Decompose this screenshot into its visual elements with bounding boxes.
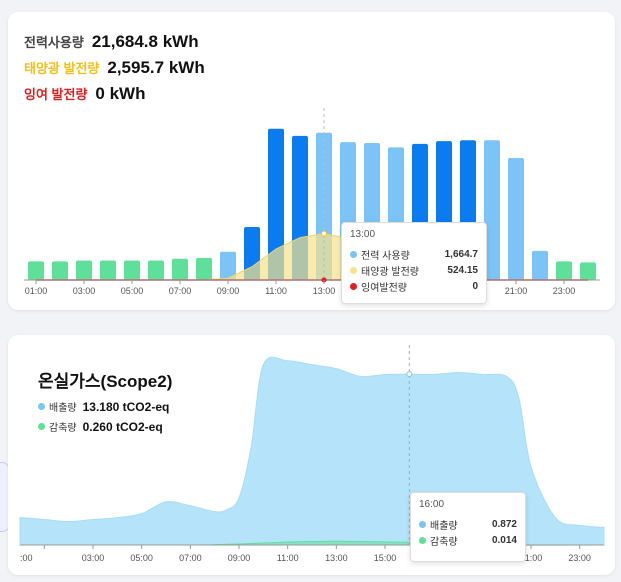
tooltip-row-reduction: 감축량 0.014	[419, 532, 517, 548]
reduction-label: 감축량	[49, 423, 77, 434]
reduction-dot	[38, 423, 45, 430]
usage-bar	[484, 140, 500, 280]
tooltip-row-label: 배출량	[430, 520, 458, 532]
power-usage-label: 전력사용량	[24, 35, 84, 50]
usage-bar	[220, 251, 236, 280]
surplus-generation-label: 잉여 발전량	[24, 87, 88, 102]
solar-generation-stat: 태양광 발전량 2,595.7 kWh	[24, 58, 205, 78]
solar-dot	[350, 266, 357, 274]
emission-label: 배출량	[49, 403, 77, 414]
power-usage-card: 전력사용량 21,684.8 kWh 태양광 발전량 2,595.7 kWh 잉…	[8, 12, 615, 310]
reduction-dot	[419, 536, 426, 544]
usage-bar	[580, 262, 596, 280]
x-tick-label: 07:00	[169, 286, 192, 296]
x-tick-label: 13:00	[325, 553, 348, 563]
tooltip-row-usage: 전력 사용량 1,664.7	[350, 246, 478, 262]
x-tick-label: 23:00	[568, 553, 591, 563]
usage-bar	[28, 261, 44, 280]
power-usage-value: 21,684.8 kWh	[91, 32, 199, 51]
emission-stat: 배출량 13.180 tCO2-eq	[38, 399, 169, 414]
emission-value: 13.180 tCO2-eq	[82, 399, 170, 414]
x-tick-label: 05:00	[121, 286, 144, 296]
tooltip-row-value: 524.15	[447, 264, 478, 276]
ghg-title: 온실가스(Scope2)	[38, 372, 173, 391]
solar-area	[36, 233, 588, 281]
usage-bar	[148, 260, 164, 280]
power-usage-chart[interactable]: 01:0003:0005:0007:0009:0011:0013:0015:00…	[8, 12, 615, 310]
x-tick-label: 07:00	[179, 553, 202, 563]
solar-hover-point	[321, 230, 327, 237]
surplus-dot	[350, 282, 357, 290]
power-usage-stat: 전력사용량 21,684.8 kWh	[24, 32, 199, 52]
surplus-generation-value: 0 kWh	[95, 84, 146, 103]
tooltip-row-label: 태양광 발전량	[361, 266, 419, 278]
tooltip-row-value: 0.014	[491, 534, 517, 546]
usage-bar	[124, 260, 140, 280]
x-tick-label: 11:00	[265, 286, 287, 296]
ghg-scope2-card: :0003:0005:0007:0009:0011:0013:0015:0017…	[8, 335, 615, 575]
x-tick-label: 13:00	[313, 286, 336, 296]
x-tick-label: 21:00	[520, 553, 543, 563]
tooltip-row-emission: 배출량 0.872	[419, 516, 517, 532]
tooltip-row-surplus: 잉여발전량 0	[350, 278, 478, 294]
usage-bar	[508, 157, 524, 280]
x-tick-label: 03:00	[82, 553, 105, 563]
usage-bar	[76, 260, 92, 280]
usage-bar	[196, 257, 212, 280]
tooltip-time: 16:00	[419, 499, 445, 510]
reduction-value: 0.260 tCO2-eq	[82, 419, 163, 434]
x-tick-label: 21:00	[505, 286, 528, 296]
usage-bar	[268, 128, 284, 280]
surplus-generation-stat: 잉여 발전량 0 kWh	[24, 84, 145, 104]
emission-dot	[38, 403, 45, 410]
tooltip-row-label: 잉여발전량	[361, 282, 407, 294]
x-tick-label: 01:00	[25, 286, 48, 296]
ghg-chart-tooltip: 16:00 배출량 0.872 감축량 0.014	[410, 492, 526, 562]
x-tick-label: 15:00	[374, 553, 397, 563]
x-tick-label: 09:00	[217, 286, 240, 296]
usage-dot	[350, 250, 357, 258]
tooltip-row-label: 전력 사용량	[361, 250, 410, 262]
usage-bar	[532, 250, 548, 280]
x-tick-label: :00	[20, 553, 33, 563]
power-chart-tooltip: 13:00 전력 사용량 1,664.7 태양광 발전량 524.15 잉여발전…	[341, 222, 487, 304]
solar-generation-label: 태양광 발전량	[24, 61, 100, 76]
x-tick-label: 23:00	[553, 286, 576, 296]
solar-generation-value: 2,595.7 kWh	[107, 58, 205, 77]
tooltip-row-value: 0	[472, 280, 478, 292]
tooltip-row-value: 0.872	[491, 518, 517, 530]
usage-bar	[52, 261, 68, 280]
x-tick-label: 09:00	[228, 553, 251, 563]
tooltip-row-value: 1,664.7	[444, 248, 478, 260]
tooltip-row-solar: 태양광 발전량 524.15	[350, 262, 478, 278]
emission-dot	[419, 520, 426, 528]
tooltip-row-label: 감축량	[430, 536, 458, 548]
usage-bar	[172, 258, 188, 280]
emission-hover-point	[406, 371, 413, 378]
x-tick-label: 03:00	[73, 286, 96, 296]
usage-bar	[100, 260, 116, 280]
tooltip-time: 13:00	[350, 229, 376, 240]
x-tick-label: 11:00	[277, 553, 299, 563]
reduction-stat: 감축량 0.260 tCO2-eq	[38, 419, 163, 434]
usage-bar	[556, 261, 572, 280]
x-tick-label: 05:00	[130, 553, 153, 563]
